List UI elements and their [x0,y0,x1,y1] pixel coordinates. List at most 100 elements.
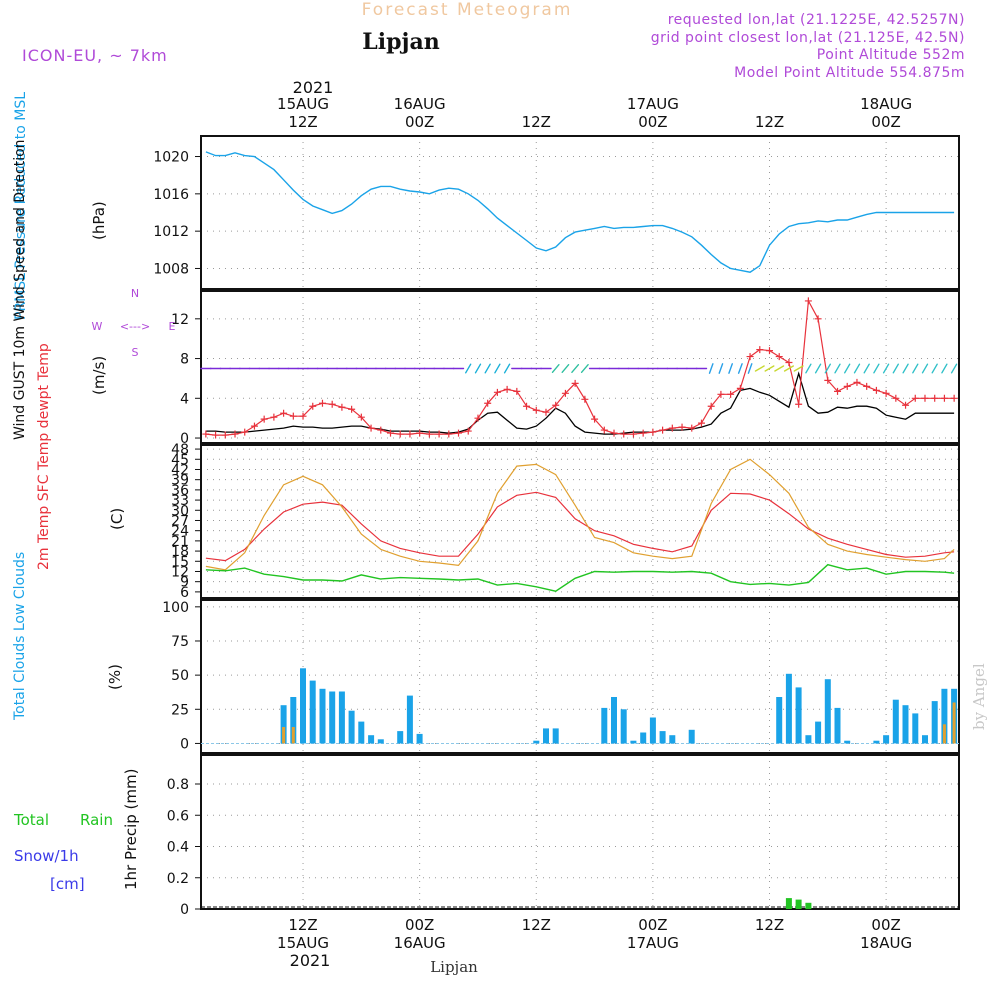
wind-frame [200,290,960,444]
gust-marker [464,427,472,435]
tsfc-line [205,458,955,571]
total-cloud-bar [688,729,695,744]
temperature-ytick-label: 24 [171,524,189,540]
total-cloud-bar [630,740,637,744]
top-hour-label: 00Z [871,113,900,131]
total-cloud-bar [795,687,802,744]
station-title: Lipjan [362,29,439,55]
total-cloud-bar [416,733,423,744]
gust-marker [425,430,433,438]
gust-marker [455,429,463,437]
top-hour-label: 00Z [405,113,434,131]
total-cloud-bar [883,735,890,744]
wind-direction-arrow [708,363,714,374]
wind-ytick-label: 12 [171,312,189,328]
total-cloud-bar [552,728,559,744]
temperature-ytick-label: 18 [171,544,189,560]
gust-marker [940,394,948,402]
wind-direction-arrow [764,365,775,372]
gust-marker [843,382,851,390]
top-day-label: 18AUG [860,95,912,113]
compass-cross: <---> [120,320,150,333]
total-cloud-bar [669,735,676,744]
top-day-label: 15AUG [277,95,329,113]
top-hour-label: 12Z [288,113,317,131]
gridpoint-coords: grid point closest lon,lat (21.125E, 42.… [651,30,965,46]
gust-marker [212,431,220,439]
year-bottom: 2021 [290,951,331,970]
gust-marker [863,382,871,390]
gust-marker [493,388,501,396]
precip-panel: 0 0.2 0.4 0.6 0.8 [167,754,960,918]
temperature-ytick-label: 39 [171,473,189,489]
gust-marker [561,389,569,397]
gust-marker [775,353,783,361]
gust-marker [892,394,900,402]
gust-marker [620,430,628,438]
bottom-hour-label: 00Z [871,916,900,934]
wind-axis-title: Wind GUST 10m Wind Speed and Direction [12,139,28,440]
low-cloud-bar [282,727,286,744]
bottom-hour-label: 00Z [405,916,434,934]
total-cloud-bar [300,668,306,744]
temperature-ytick-label: 45 [171,452,189,468]
total-cloud-bar [824,679,831,744]
cloud-unit: (%) [106,664,124,690]
wind-direction-arrow [912,363,919,374]
gust-marker [348,405,356,413]
total-cloud-bar [931,701,938,744]
wind-direction-arrow [834,363,841,374]
gust-marker [668,424,676,432]
wind-direction-arrow [571,364,580,373]
pressure-panel: 1008 1012 1016 1020 [153,135,960,290]
bottom-hour-label: 12Z [522,916,551,934]
gust-marker [824,376,832,384]
temperature-ytick-label: 42 [171,462,189,478]
bottom-day-label: 18AUG [860,934,912,952]
precip-ytick-label: 0.4 [167,840,189,856]
gust-marker [542,408,550,416]
bottom-hour-label: 00Z [638,916,667,934]
gust-marker [416,429,424,437]
total-cloud-bar [892,699,899,744]
total-cloud-bar [941,688,948,744]
top-day-label: 16AUG [394,95,446,113]
wind-ytick-label: 0 [180,431,189,447]
compass-e: E [169,320,176,333]
wind-direction-arrow [728,363,733,374]
temperature-ytick-label: 15 [171,554,189,570]
total-cloud-bar [290,697,297,744]
gust-marker [950,394,958,402]
clouds-ytick-label: 75 [171,634,189,650]
temperature-ytick-label: 48 [171,442,189,458]
dewpoint-line [205,563,955,592]
wind-direction-arrow [551,364,560,373]
gust-marker [260,415,268,423]
wind-unit: (m/s) [90,356,108,395]
wind-ytick-label: 4 [180,391,189,407]
gust-marker [795,400,803,408]
gust-marker [406,430,414,438]
wind-direction-arrow [931,363,938,374]
bottom-day-label: 17AUG [627,934,679,952]
cloud-axis-title: Total Clouds Low Clouds [12,552,28,721]
total-cloud-bar [543,728,549,744]
clouds-frame [200,599,960,754]
gust-marker [629,430,637,438]
wind-direction-arrow [561,364,570,373]
clouds-ytick-label: 100 [162,600,189,616]
gust-marker [785,359,793,367]
gust-marker [513,387,521,395]
clouds-ytick-label: 25 [171,702,189,718]
total-cloud-bar [397,731,404,744]
t2m-line [205,491,955,562]
bottom-day-label: 16AUG [394,934,446,952]
clouds-ytick-label: 0 [180,736,189,752]
rain-bar [805,902,812,910]
gust-marker [853,378,861,386]
temperature-ytick-label: 36 [171,483,189,499]
bottom-hour-label: 12Z [288,916,317,934]
gust-marker [834,387,842,395]
total-cloud-bar [377,739,384,744]
